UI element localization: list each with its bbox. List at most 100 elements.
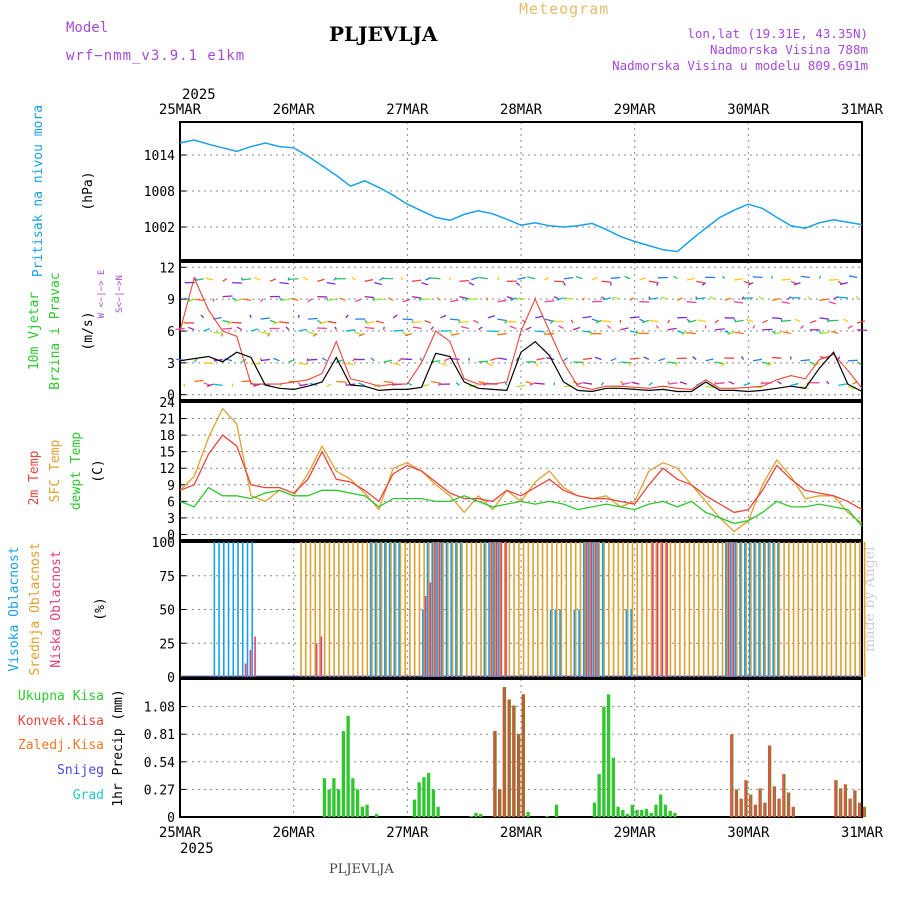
wind-barb — [838, 296, 848, 299]
time-label-top: 30MAR — [727, 102, 770, 118]
wind-barb — [383, 359, 393, 363]
wind-barb — [525, 380, 533, 385]
pressure-unit: (hPa) — [81, 171, 96, 210]
wind-barb — [582, 330, 592, 334]
wind-barb — [517, 276, 526, 280]
y-tick-label: 0.27 — [144, 783, 175, 798]
wind-barb — [629, 297, 634, 301]
wind-barb — [400, 276, 404, 281]
wind-barb — [696, 280, 705, 284]
total-precip-bar — [436, 806, 440, 817]
conv-precip-bar — [753, 804, 756, 817]
wind-barb — [317, 319, 323, 324]
time-label-top: 29MAR — [614, 102, 657, 118]
wind-barb — [793, 281, 801, 286]
wind-barb — [440, 314, 447, 319]
wind-barb — [610, 276, 621, 279]
wind-barb — [424, 320, 432, 324]
wind-barb — [306, 358, 309, 362]
wind-barb — [826, 318, 830, 323]
conv-precip-bar — [730, 734, 732, 817]
total-precip-bar — [365, 804, 369, 817]
wind-barb — [254, 277, 261, 281]
total-precip-bar — [479, 813, 483, 817]
time-label-bottom: 27MAR — [386, 825, 429, 841]
wind-barb — [203, 328, 210, 332]
model-label: Model — [66, 20, 109, 36]
cloud-unit: (%) — [93, 597, 108, 620]
wind-barb — [339, 297, 346, 302]
wind-barb — [290, 297, 299, 302]
time-label-bottom: 30MAR — [727, 825, 770, 841]
precip-legend-item: Konvek.Kisa — [18, 714, 104, 729]
wind-barb — [393, 329, 403, 332]
wind-barb — [752, 276, 763, 279]
wind-barb — [558, 325, 564, 330]
mixed-precip-bar — [764, 802, 767, 817]
temp-label-1: 2m Temp — [27, 450, 42, 505]
y-tick-label: 9 — [167, 479, 175, 494]
wind-barb — [607, 325, 612, 329]
y-tick-label: 6 — [167, 325, 175, 340]
wind-barb — [333, 277, 337, 281]
wind-barb — [321, 357, 328, 362]
wind-barb — [440, 362, 448, 367]
wind-barb — [402, 298, 410, 303]
wind-barb — [656, 282, 659, 286]
time-label-bottom: 26MAR — [273, 825, 316, 841]
wind-barb — [563, 385, 574, 388]
wind-barb — [648, 280, 658, 284]
wind-barb — [837, 356, 841, 360]
conv-precip-bar — [512, 705, 514, 817]
wind-barb — [251, 362, 261, 365]
wind-barb — [487, 315, 495, 319]
wind-barb — [497, 318, 507, 322]
wind-barb — [550, 319, 555, 324]
wind-barb — [227, 321, 233, 325]
total-precip-bar — [621, 809, 625, 817]
wind-barb — [352, 357, 356, 362]
wind-barb — [535, 315, 544, 319]
wind-barb — [722, 275, 726, 280]
wind-barb — [819, 298, 829, 302]
mixed-precip-bar — [755, 804, 758, 817]
total-precip-bar — [526, 811, 530, 817]
wind-barb — [485, 297, 489, 301]
wind-barb — [312, 333, 318, 337]
temp-label-3: dewpt Temp — [69, 432, 84, 510]
wind-barb — [241, 278, 252, 281]
total-precip-bar — [417, 782, 421, 817]
wind-barb — [589, 331, 593, 336]
wind-barb — [504, 382, 508, 386]
conv-precip-bar — [502, 687, 505, 817]
wind-barb — [232, 281, 242, 284]
wind-barb — [781, 319, 792, 322]
wind-barb — [411, 295, 421, 299]
time-label-bottom: 25MAR — [159, 825, 202, 841]
time-label-top: 25MAR — [159, 102, 202, 118]
wind-barb — [777, 380, 782, 385]
conv-precip-bar — [758, 788, 761, 817]
wind-barb — [515, 282, 521, 286]
conv-precip-bar — [848, 798, 851, 817]
wind-barb — [544, 300, 555, 303]
total-precip-bar — [341, 731, 346, 817]
wind-barb — [412, 326, 422, 330]
wind-barb — [260, 358, 271, 362]
wind-barb — [358, 332, 365, 337]
wind-barb — [222, 327, 233, 330]
y-tick-label: 15 — [159, 446, 175, 461]
wind-barb — [800, 385, 809, 389]
conv-precip-bar — [734, 789, 737, 817]
wind-barb — [677, 330, 685, 334]
meteogram-title: Meteogram — [519, 0, 610, 18]
wind-barb — [269, 278, 277, 282]
wind-barb — [747, 282, 754, 286]
total-precip-bar — [592, 802, 597, 817]
wind-barb — [236, 326, 242, 331]
wind-barb — [383, 380, 394, 384]
wind-barb — [464, 297, 470, 302]
total-precip-bar — [351, 778, 355, 817]
wind-barb — [809, 361, 816, 366]
wind-barb — [364, 279, 374, 282]
